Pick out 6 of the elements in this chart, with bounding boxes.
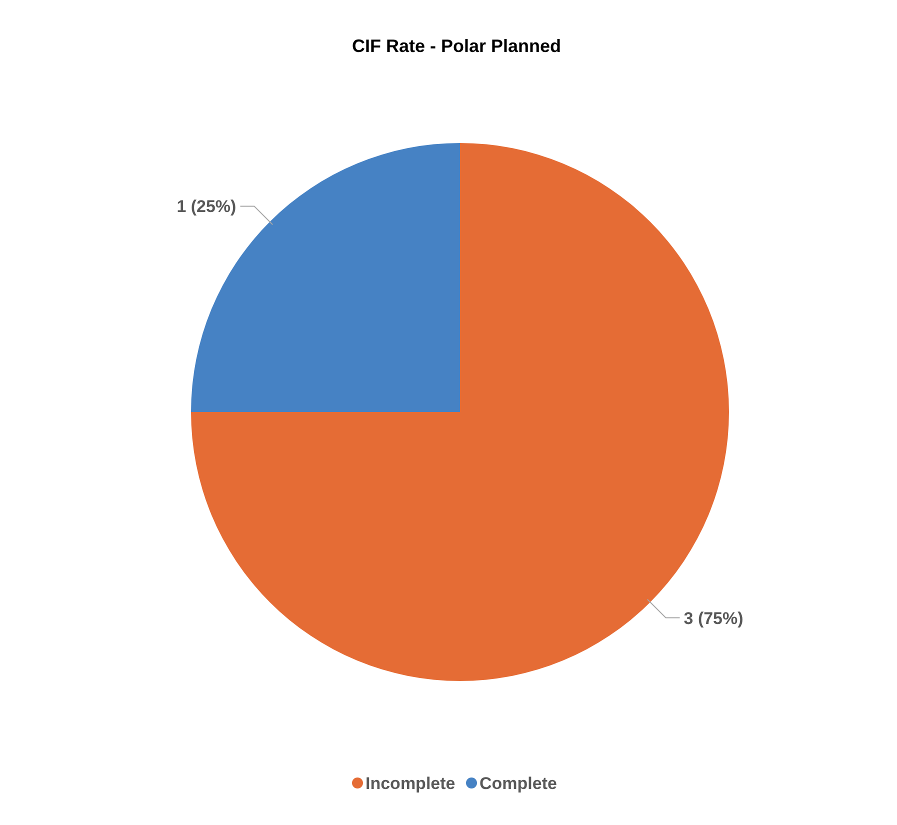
pie-slice <box>191 143 460 412</box>
legend-label: Complete <box>480 774 557 793</box>
chart-title: CIF Rate - Polar Planned <box>352 36 562 56</box>
legend-label: Incomplete <box>366 774 456 793</box>
data-label: 3 (75%) <box>684 608 744 628</box>
data-label: 1 (25%) <box>176 197 236 216</box>
